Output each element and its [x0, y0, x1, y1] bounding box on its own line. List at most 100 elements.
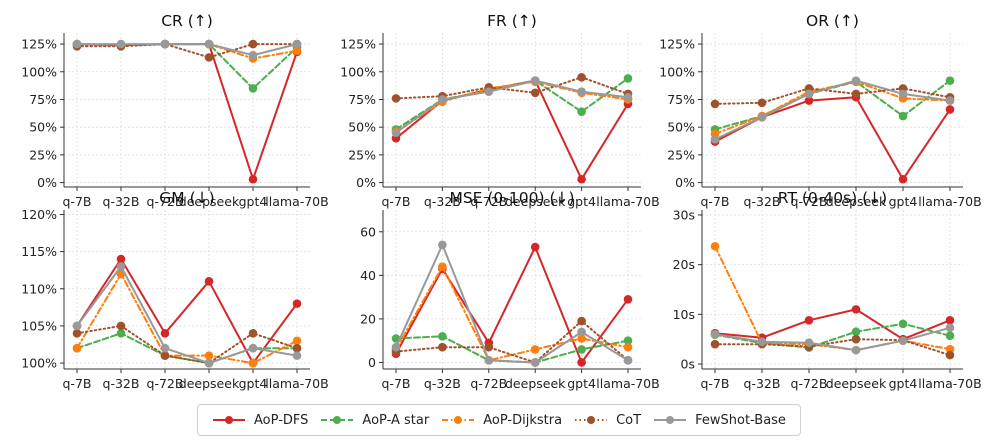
data-point-cot [292, 343, 302, 353]
data-point-aop-dijkstra [292, 336, 302, 346]
series-line-fewshot-base [76, 43, 298, 57]
data-point-cot [757, 98, 767, 108]
legend-item-fewshot-base: FewShot-Base [653, 413, 786, 428]
x-tick-label: q-7B [63, 376, 92, 391]
data-point-fewshot-base [204, 39, 214, 49]
data-point-aop-dijkstra [623, 342, 633, 352]
chart-title: FR (↑) [487, 12, 537, 30]
legend-item-aop-dfs: AoP-DFS [212, 413, 308, 428]
data-point-aop-dfs [577, 358, 586, 367]
series-line-aop-dfs [76, 43, 298, 181]
x-tick-label: q-72B [147, 376, 184, 391]
x-tick-label: deepseek [179, 194, 240, 209]
x-tick-label: deepseek [826, 194, 887, 209]
data-point-cot [710, 339, 720, 349]
series-line-fewshot-base [395, 79, 629, 134]
data-point-fewshot-base [484, 87, 494, 97]
series-line-fewshot-base [395, 243, 629, 364]
data-point-cot [160, 351, 170, 360]
y-tick-label: 75% [667, 92, 695, 107]
data-point-fewshot-base [391, 342, 401, 352]
y-tick-label: 0% [37, 175, 57, 190]
data-point-aop-a-star [577, 345, 586, 354]
legend-item-aop-a-star: AoP-A star [320, 413, 429, 428]
data-point-fewshot-base [804, 338, 814, 347]
y-tick-label: 125% [659, 37, 695, 52]
data-point-fewshot-base [391, 128, 401, 138]
legend-label: AoP-Dijkstra [483, 412, 563, 428]
x-tick-label: gpt4 [889, 376, 918, 391]
y-tick-label: 30s [673, 207, 695, 222]
data-point-cot [484, 342, 494, 352]
data-point-aop-dijkstra [945, 344, 955, 354]
y-tick-label: 100% [21, 356, 57, 371]
y-tick-label: 25% [667, 147, 695, 162]
data-point-fewshot-base [116, 262, 126, 271]
chart-panel-3: 0% 25% 50% 75% 100% 125% q-7B q-32B q-72Bdeepsee… [659, 12, 981, 209]
y-tick-label: 125% [21, 37, 57, 52]
series-line-aop-dfs [395, 79, 629, 181]
x-tick-label: q-72B [791, 194, 828, 209]
y-tick-label: 0% [675, 175, 695, 190]
x-tick-label: q-72B [470, 194, 507, 209]
x-tick-label: deepseek [179, 376, 240, 391]
x-tick-label: llama-70B [265, 376, 328, 391]
y-tick-label: 115% [21, 244, 57, 259]
data-point-aop-a-star [898, 111, 908, 121]
legend-swatch-aop-a-star [321, 416, 354, 424]
series-line-aop-a-star [76, 332, 298, 365]
x-tick-label: q-72B [147, 194, 184, 209]
series-line-aop-dijkstra [395, 80, 629, 133]
chart-title: MSE (0-100) (↓) [449, 189, 574, 207]
data-point-cot [577, 73, 586, 82]
data-point-fewshot-base [160, 39, 170, 49]
data-point-aop-dfs [851, 305, 861, 314]
x-tick-label: q-7B [382, 376, 411, 391]
series-line-aop-dfs [395, 246, 629, 364]
chart-panel-2: 0% 25% 50% 75% 100% 125% q-7B q-32B q-72Bdeepsee… [340, 12, 659, 209]
data-point-fewshot-base [710, 329, 720, 339]
chart-title: OR (↑) [806, 12, 859, 30]
data-point-fewshot-base [484, 355, 494, 365]
legend-label: FewShot-Base [695, 412, 786, 428]
data-point-fewshot-base [577, 87, 586, 97]
x-tick-label: gpt4 [239, 194, 268, 209]
series-line-cot [76, 43, 298, 59]
data-point-cot [851, 334, 861, 344]
legend-swatch-fewshot-base [654, 416, 687, 424]
data-point-fewshot-base [438, 95, 447, 104]
series-line-fewshot-base [714, 326, 951, 352]
chart-title: RT (0-40s) (↓) [778, 189, 887, 207]
data-point-fewshot-base [898, 89, 908, 99]
x-tick-label: q-72B [470, 376, 507, 391]
x-tick-label: q-32B [103, 194, 140, 209]
data-point-fewshot-base [623, 92, 633, 102]
legend: AoP-DFS AoP-A star AoP-Dijkstra CoT FewS… [197, 404, 801, 436]
legend-label: CoT [616, 412, 642, 428]
data-point-aop-dijkstra [710, 241, 720, 251]
series-line-aop-dijkstra [395, 265, 629, 362]
data-point-cot [116, 321, 126, 331]
data-point-aop-dijkstra [72, 343, 82, 353]
legend-swatch-cot [575, 416, 608, 424]
data-point-aop-dfs [530, 242, 540, 252]
legend-label: AoP-A star [362, 412, 430, 428]
x-tick-label: deepseek [505, 376, 566, 391]
data-point-cot [710, 99, 720, 109]
series-line-aop-dfs [714, 308, 951, 341]
x-tick-label: deepseek [826, 376, 887, 391]
series-line-cot [714, 87, 951, 105]
data-point-fewshot-base [898, 336, 908, 345]
data-point-aop-dfs [160, 329, 170, 338]
y-tick-label: 0s [681, 357, 695, 372]
data-point-aop-a-star [116, 329, 126, 338]
data-point-aop-dfs [804, 96, 814, 105]
data-point-aop-dfs [898, 174, 908, 184]
data-point-cot [248, 329, 258, 338]
data-point-aop-dijkstra [438, 262, 447, 271]
data-point-aop-dfs [804, 316, 814, 325]
y-tick-label: 0 [368, 355, 376, 370]
